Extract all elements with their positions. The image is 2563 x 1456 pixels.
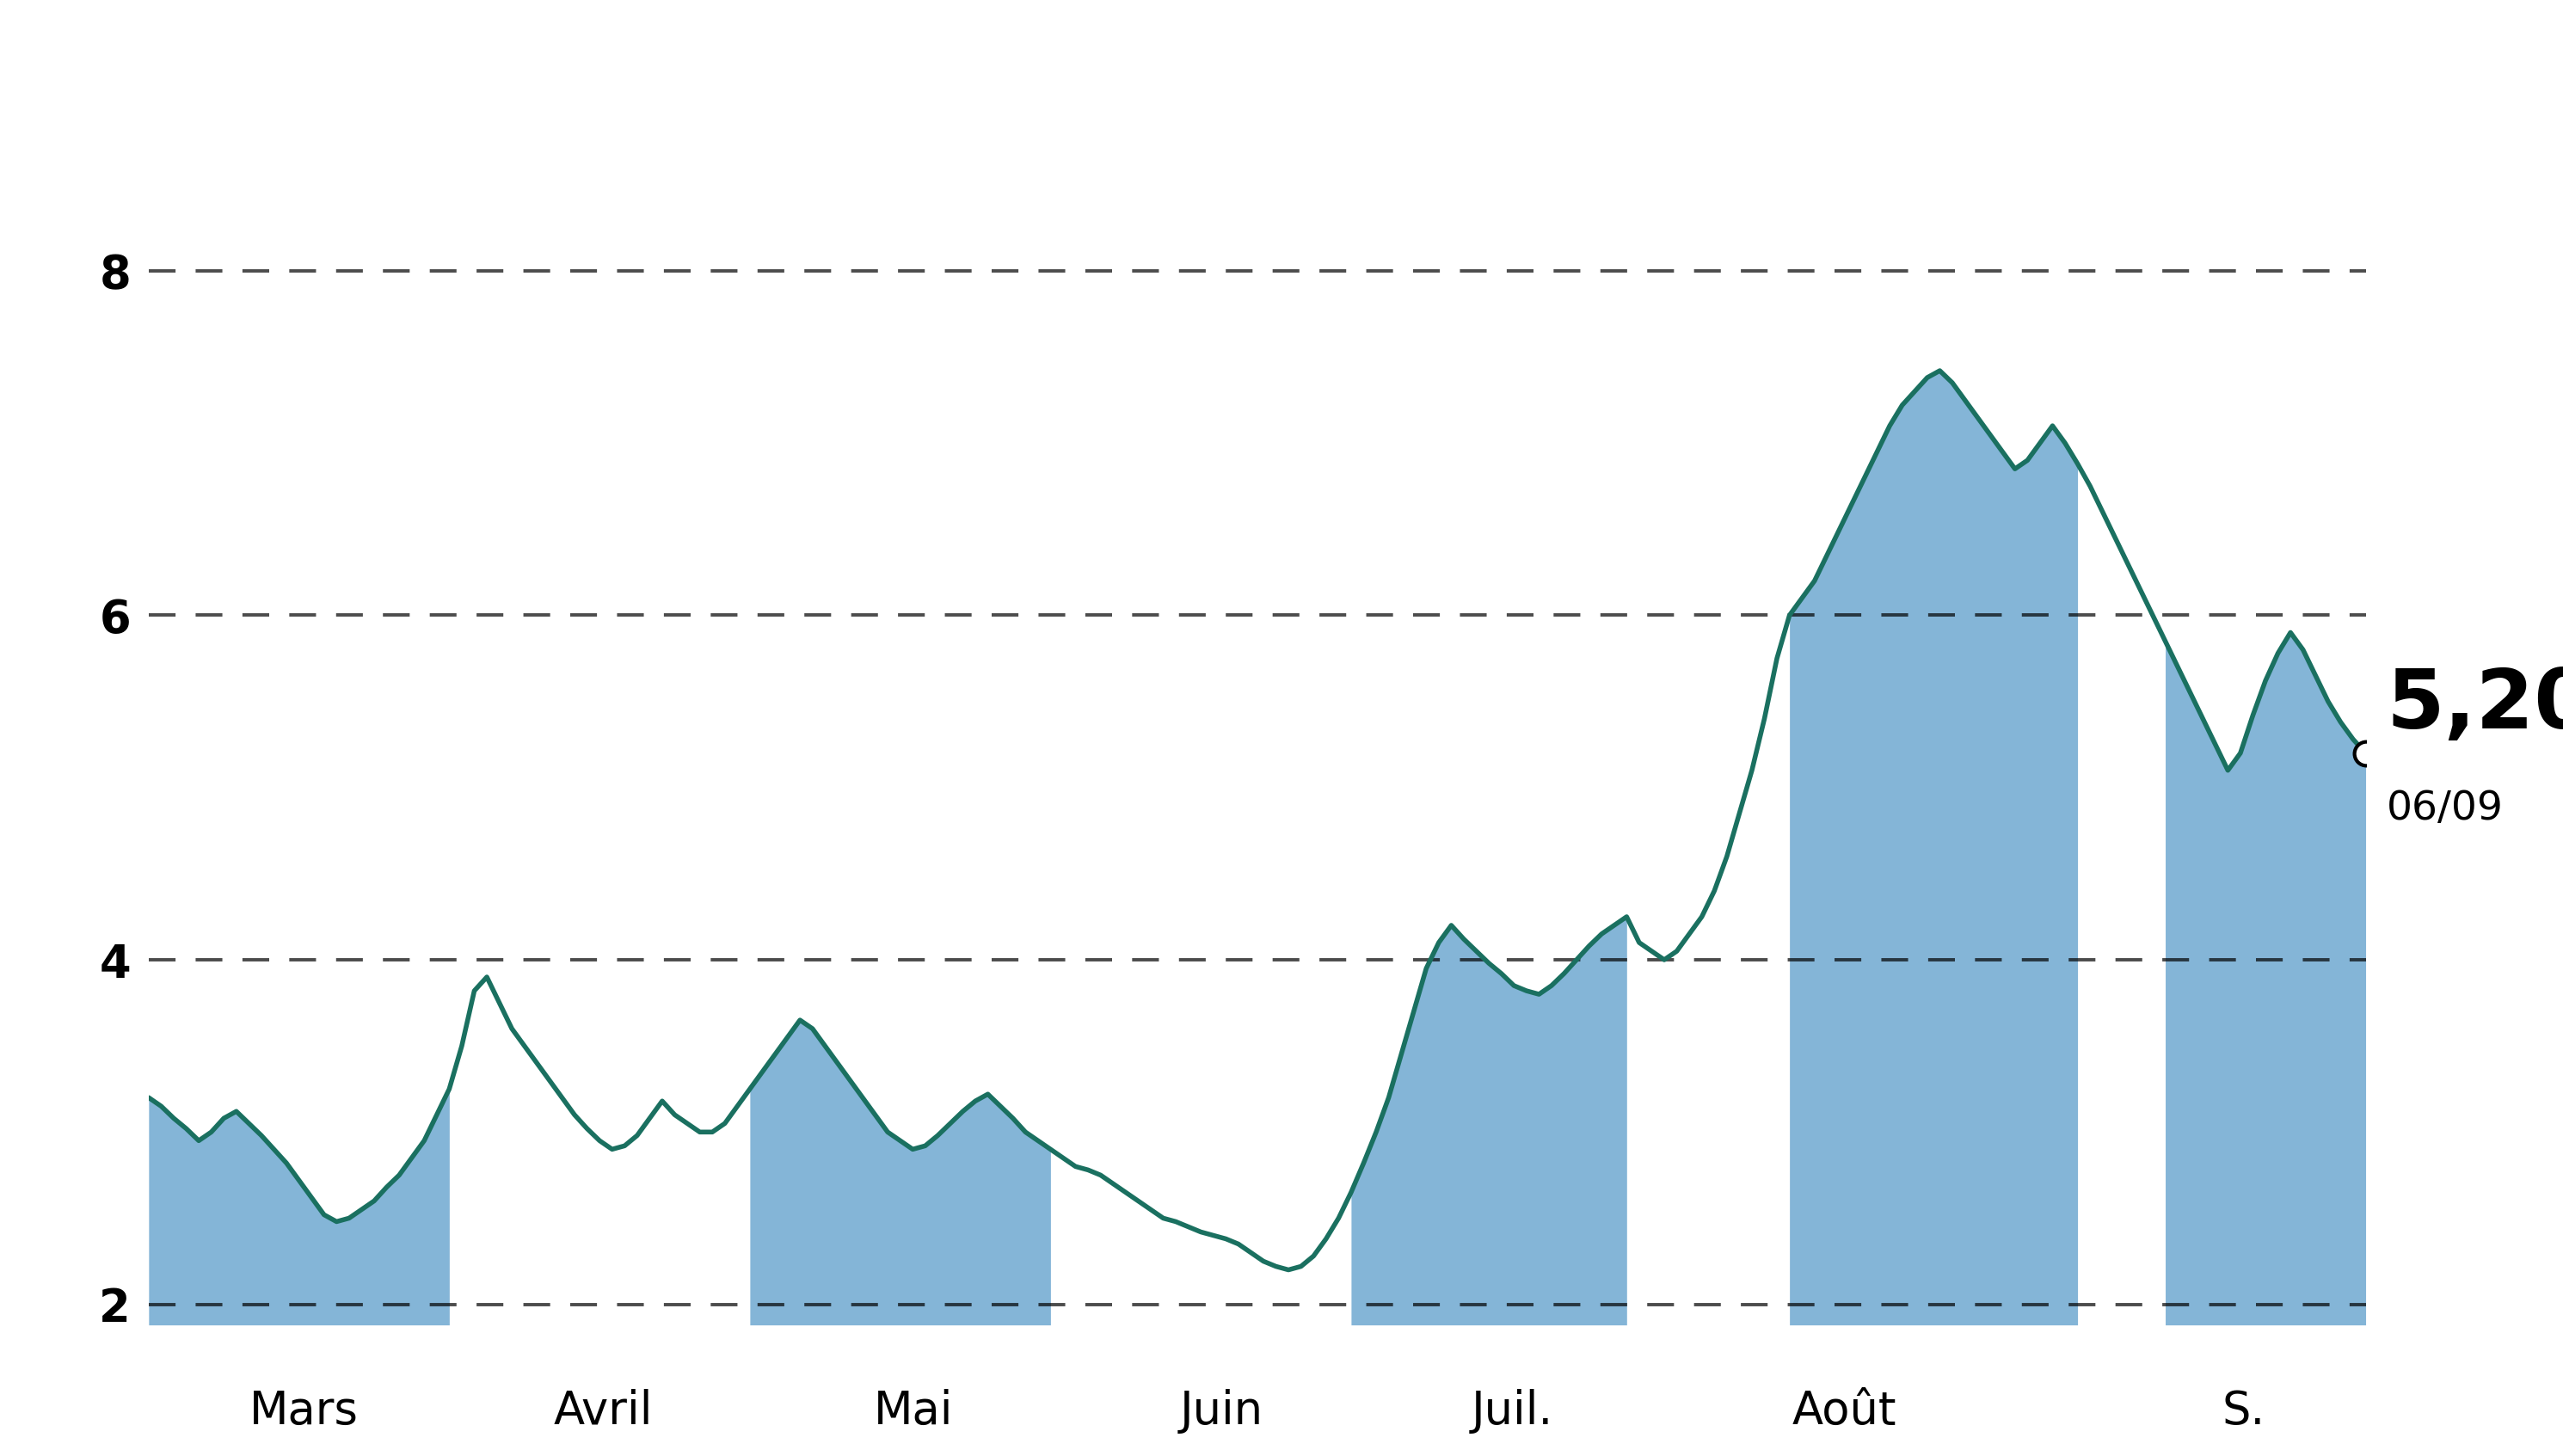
Text: 06/09: 06/09 bbox=[2386, 789, 2504, 828]
Text: Juil.: Juil. bbox=[1471, 1389, 1553, 1433]
Text: Août: Août bbox=[1792, 1389, 1897, 1433]
Text: Juin: Juin bbox=[1179, 1389, 1264, 1433]
Text: S.: S. bbox=[2222, 1389, 2266, 1433]
Text: Mai: Mai bbox=[874, 1389, 953, 1433]
Text: MEDIAN TECHNOLOGIES: MEDIAN TECHNOLOGIES bbox=[636, 38, 1927, 130]
Text: Mars: Mars bbox=[249, 1389, 359, 1433]
Text: Avril: Avril bbox=[554, 1389, 654, 1433]
Text: 5,20: 5,20 bbox=[2386, 665, 2563, 745]
